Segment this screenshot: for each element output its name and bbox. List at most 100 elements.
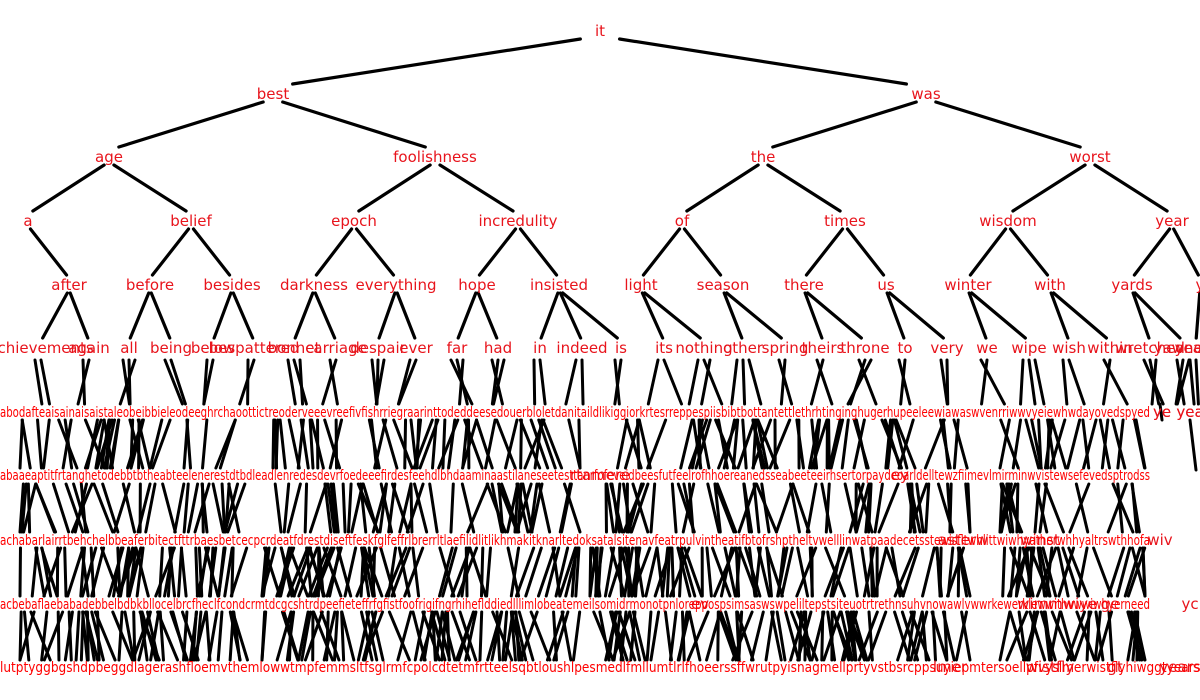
dense-edge xyxy=(1019,358,1025,406)
tree-node-ey: ey xyxy=(891,466,909,484)
dense-edge xyxy=(374,358,386,406)
dense-edge xyxy=(275,610,293,662)
dense-edge xyxy=(788,482,801,534)
dense-edge xyxy=(570,546,578,598)
dense-edge xyxy=(1015,546,1029,598)
dense-label-row: acbebaflaebabadebbelbdbkbllocelbrcfheclf… xyxy=(0,597,1150,613)
dense-edge xyxy=(491,610,514,662)
tree-edge xyxy=(722,291,744,340)
tree-node-us: us xyxy=(877,276,895,294)
tree-node-bonnet: bonnet xyxy=(268,339,321,357)
dense-edge xyxy=(945,358,950,406)
dense-edge xyxy=(287,418,301,470)
tree-edge xyxy=(231,291,255,340)
dense-edge xyxy=(624,418,643,470)
dense-edge xyxy=(260,610,267,662)
tree-node-wish: wish xyxy=(1052,339,1086,357)
dense-edge xyxy=(1130,546,1147,598)
dense-edge xyxy=(1085,610,1091,662)
dense-edge xyxy=(624,546,634,598)
dense-edge xyxy=(201,418,209,470)
dense-edge xyxy=(809,358,825,406)
dense-edge xyxy=(510,610,524,662)
dense-edge xyxy=(697,418,702,470)
dense-edge xyxy=(331,482,340,534)
tree-node-light: light xyxy=(624,276,657,294)
dense-edge xyxy=(840,418,850,470)
dense-edge xyxy=(609,610,625,662)
dense-edge xyxy=(857,610,879,662)
dense-edge xyxy=(613,358,623,406)
dense-edge xyxy=(521,482,534,534)
tree-node-wimm: wimm xyxy=(1017,595,1063,613)
tree-edge xyxy=(885,291,906,340)
tree-node-foolishness: foolishness xyxy=(393,148,477,166)
dense-edge xyxy=(428,482,439,534)
tree-edge xyxy=(68,291,90,340)
dense-edge xyxy=(166,546,173,598)
dense-edge xyxy=(523,418,546,470)
dense-edge xyxy=(411,546,421,598)
dense-edge xyxy=(571,610,582,662)
dense-edge xyxy=(381,418,399,470)
dense-edge xyxy=(312,610,335,662)
dense-edge xyxy=(179,546,188,598)
tree-edge xyxy=(685,163,760,213)
dense-edge xyxy=(173,482,186,534)
dense-edge xyxy=(829,418,845,470)
dense-edge xyxy=(873,546,888,598)
dense-edge xyxy=(678,546,684,598)
dense-edge xyxy=(131,610,152,662)
dense-edge xyxy=(923,418,946,470)
dense-edge xyxy=(1188,418,1198,472)
tree-node-yea: yea xyxy=(1176,403,1200,421)
dense-edge xyxy=(532,358,537,406)
dense-edge xyxy=(795,546,818,598)
dense-edge xyxy=(458,358,465,406)
dense-edge xyxy=(1061,546,1081,598)
dense-edge xyxy=(359,610,374,662)
dense-edge xyxy=(710,546,732,598)
dense-edge xyxy=(846,358,873,406)
dense-edge xyxy=(135,546,145,598)
dense-edge xyxy=(207,610,219,662)
dense-edge xyxy=(504,418,519,470)
tree-node-belief: belief xyxy=(170,212,212,230)
dense-edge xyxy=(230,546,235,598)
dense-edge xyxy=(405,482,425,534)
tree-edge xyxy=(617,37,909,86)
dense-edge xyxy=(163,358,184,406)
tree-edge xyxy=(1093,163,1169,213)
dense-edge xyxy=(680,610,686,662)
dense-edge xyxy=(713,546,737,598)
tree-edge xyxy=(150,227,191,277)
dense-edge xyxy=(277,546,291,598)
dense-edge xyxy=(679,418,694,470)
dense-edge xyxy=(484,418,497,470)
tree-edge xyxy=(888,291,945,340)
tree-node-year: year xyxy=(1155,212,1189,230)
dense-edge xyxy=(791,482,811,534)
dense-edge xyxy=(705,546,713,598)
dense-edge xyxy=(1111,482,1135,534)
dense-edge xyxy=(308,546,326,598)
dense-edge xyxy=(751,418,758,470)
dense-edge xyxy=(908,482,922,534)
dense-edge xyxy=(580,358,585,406)
dense-edge xyxy=(615,418,629,470)
dense-edge xyxy=(1043,482,1065,534)
dense-edge xyxy=(609,482,624,534)
dense-edge xyxy=(365,610,379,662)
dense-edge xyxy=(1075,610,1097,662)
dense-edge xyxy=(1011,418,1023,470)
dense-edge xyxy=(515,482,533,534)
dense-edge xyxy=(777,358,794,406)
tree-node-besides: besides xyxy=(203,276,260,294)
dense-edge xyxy=(146,610,160,662)
dense-edge xyxy=(893,546,917,598)
dense-edge xyxy=(297,610,310,662)
dense-edge xyxy=(748,546,757,598)
dense-edge xyxy=(123,610,136,662)
dense-edge xyxy=(1026,546,1035,598)
